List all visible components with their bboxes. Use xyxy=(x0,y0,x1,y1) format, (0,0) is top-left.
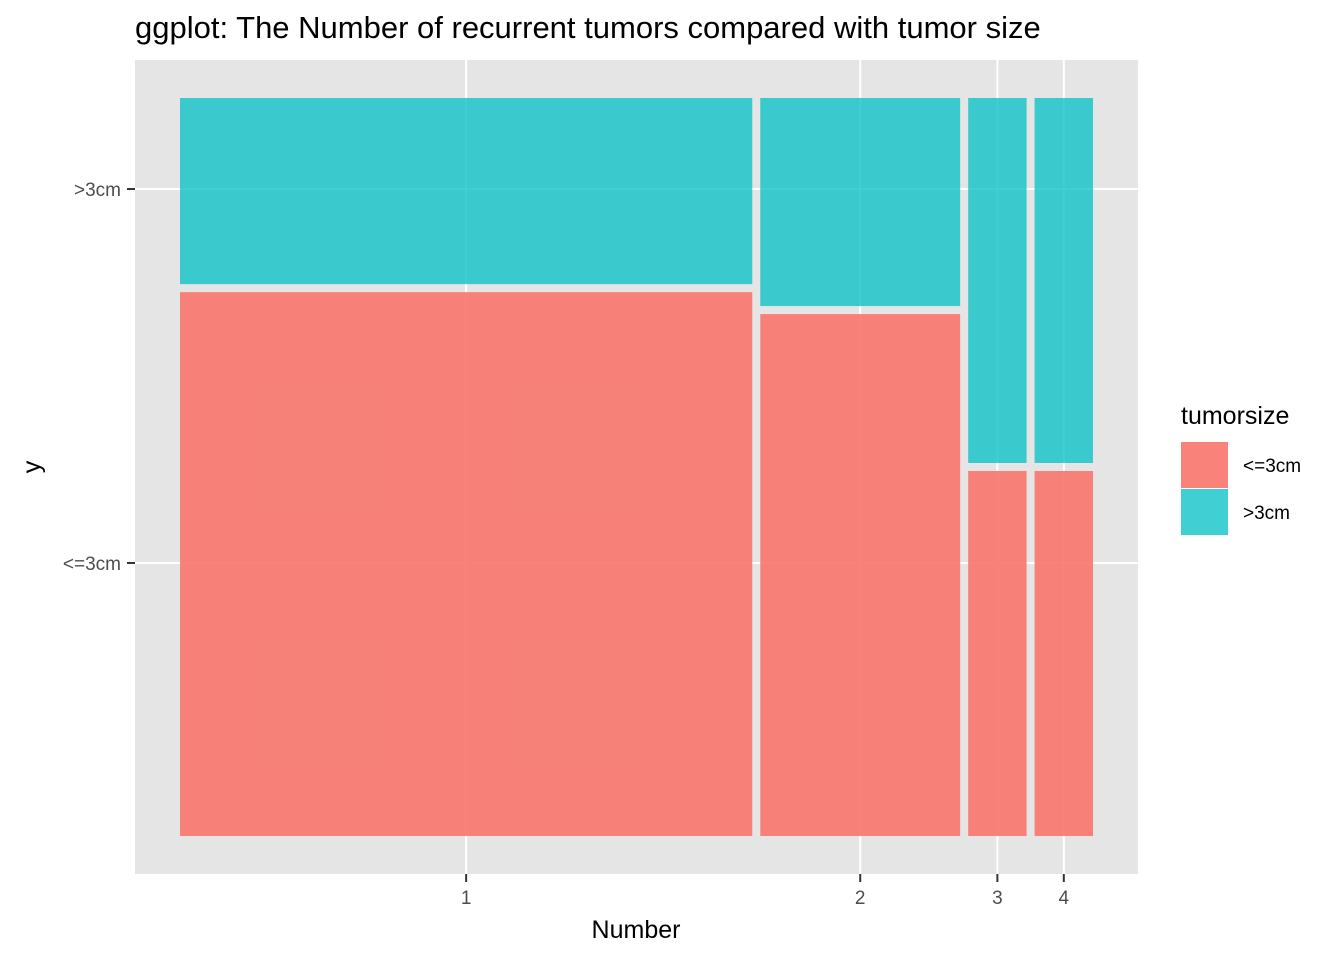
x-tick-label: 1 xyxy=(461,888,472,909)
tile-3-le3cm xyxy=(968,471,1027,836)
y-tick-label: <=3cm xyxy=(63,554,121,575)
tile-3-gt3cm xyxy=(968,98,1027,463)
legend-label: >3cm xyxy=(1243,503,1290,524)
legend-title: tumorsize xyxy=(1181,402,1289,430)
mosaic-tiles xyxy=(180,98,1093,836)
x-tick-label: 4 xyxy=(1059,888,1070,909)
tile-4-le3cm xyxy=(1034,471,1093,836)
legend: tumorsize <=3cm >3cm xyxy=(1181,402,1301,535)
legend-label: <=3cm xyxy=(1243,456,1301,477)
axes: 1 2 3 4 <=3cm >3cm xyxy=(63,180,1070,909)
tile-2-gt3cm xyxy=(760,98,961,307)
tile-1-le3cm xyxy=(180,292,753,836)
tile-2-le3cm xyxy=(760,314,961,836)
legend-key-gt3cm xyxy=(1181,489,1228,535)
x-axis-title: Number xyxy=(592,916,681,944)
chart-title: ggplot: The Number of recurrent tumors c… xyxy=(135,10,1041,45)
tile-4-gt3cm xyxy=(1034,98,1093,463)
y-tick-label: >3cm xyxy=(74,180,121,201)
tile-1-gt3cm xyxy=(180,98,753,285)
x-tick-label: 2 xyxy=(855,888,866,909)
x-tick-label: 3 xyxy=(992,888,1003,909)
legend-key-le3cm xyxy=(1181,442,1228,488)
y-axis-title: y xyxy=(18,460,46,473)
